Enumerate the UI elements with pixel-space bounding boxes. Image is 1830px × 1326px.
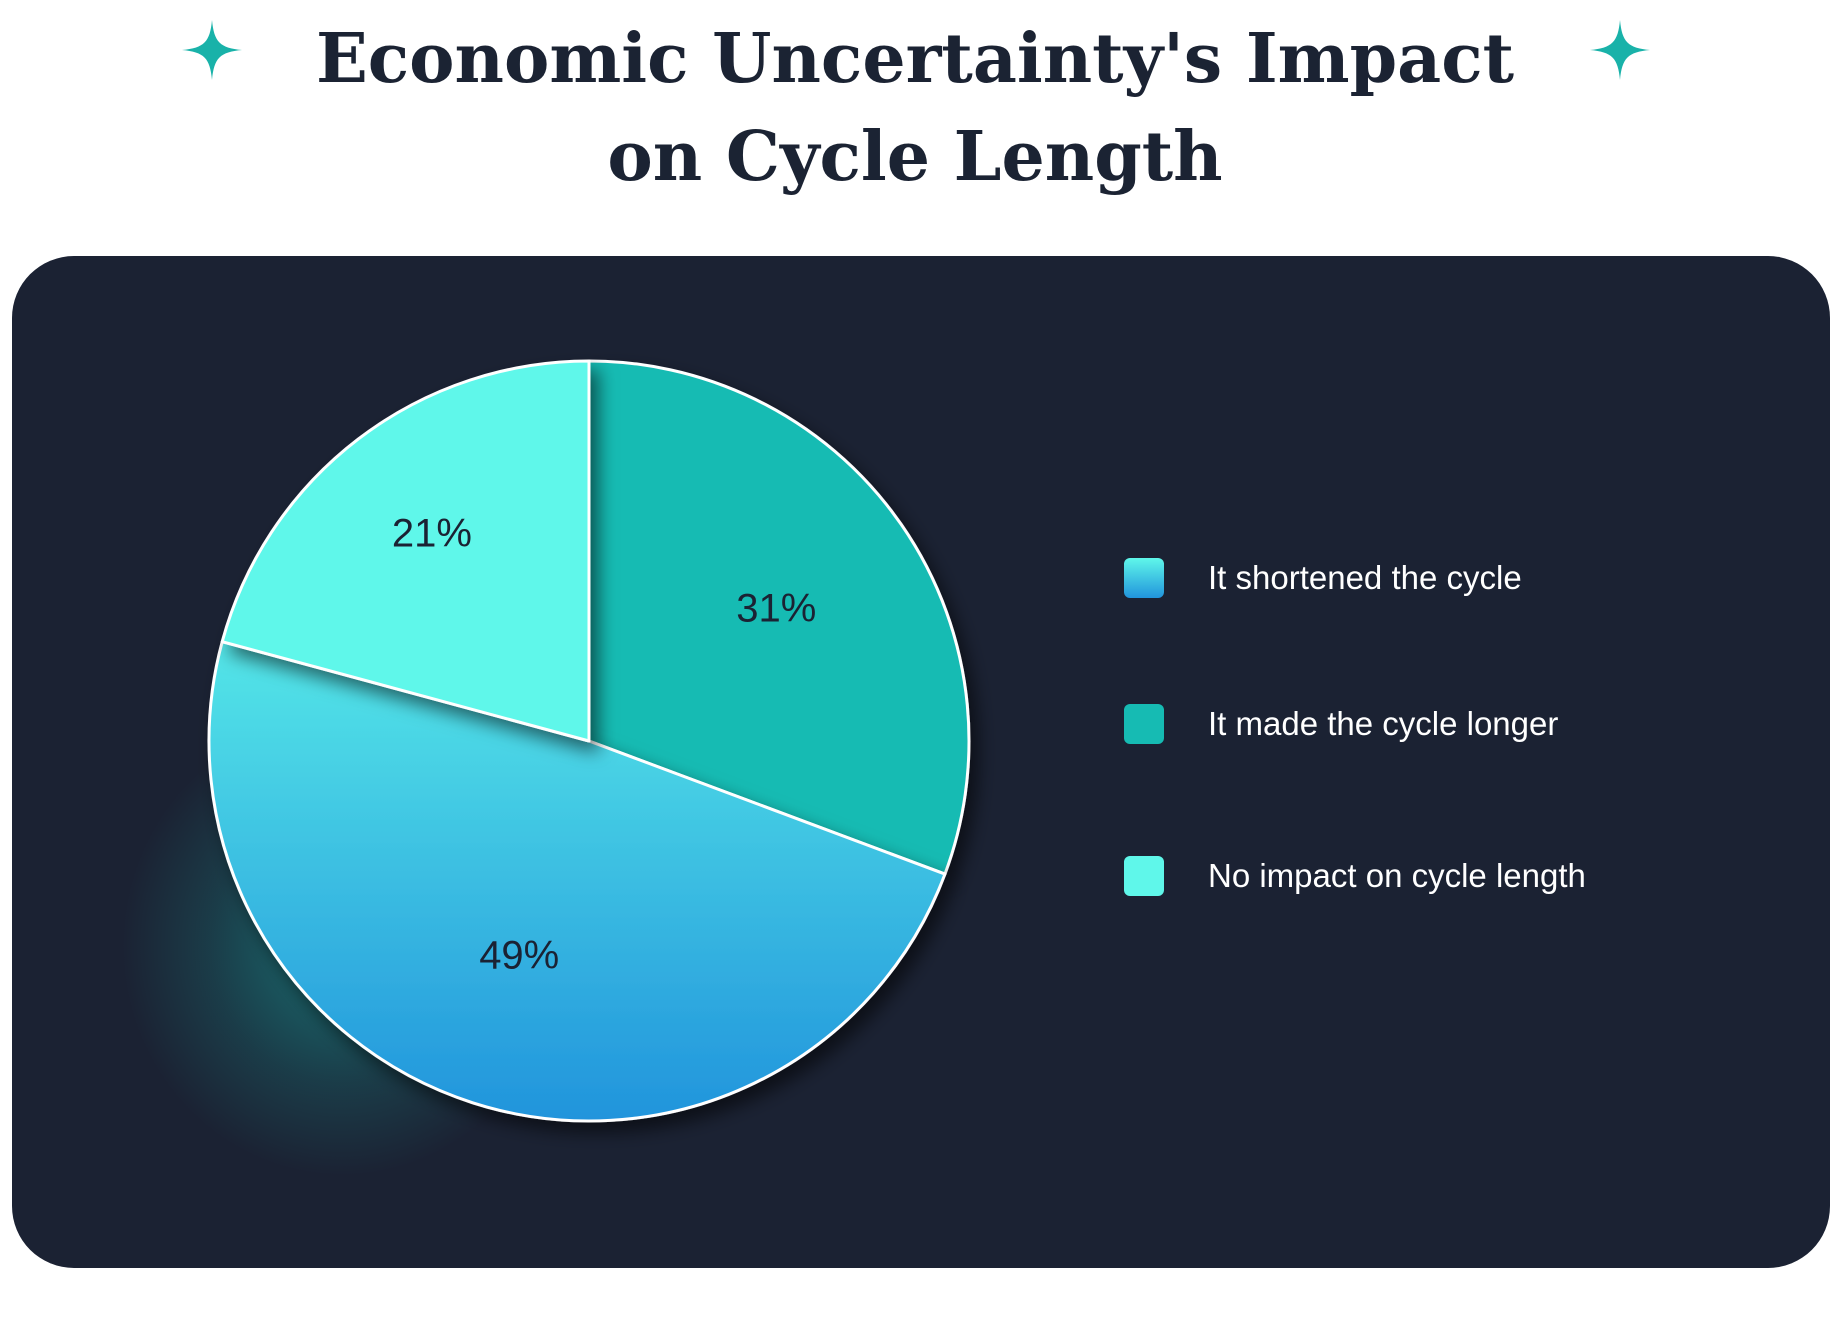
legend-swatch (1124, 558, 1164, 598)
chart-panel: 31% 49% 21% It shortened the cycle It made… (12, 256, 1830, 1268)
pie-slice (587, 359, 971, 876)
pie-slices (207, 359, 971, 1123)
chart-title: Economic Uncertainty's Impact on Cycle L… (315, 19, 1515, 197)
legend-label: No impact on cycle length (1208, 857, 1586, 894)
pie-slice-labels: 31% 49% 21% (392, 511, 816, 977)
legend-label: It shortened the cycle (1208, 559, 1522, 596)
sparkle-icon (1590, 20, 1650, 80)
legend-item: It shortened the cycle (1124, 556, 1684, 600)
legend-swatch (1124, 704, 1164, 744)
title-area: Economic Uncertainty's Impact on Cycle L… (0, 0, 1830, 220)
pie-chart: 31% 49% 21% (122, 359, 971, 1176)
sparkle-icon (182, 20, 242, 80)
legend-swatch (1124, 856, 1164, 896)
slice-value-label: 21% (392, 511, 472, 555)
legend-item: It made the cycle longer (1124, 702, 1684, 746)
pie-slice (207, 640, 947, 1123)
slice-value-label: 31% (736, 587, 816, 631)
legend-item: No impact on cycle length (1124, 854, 1684, 898)
pie-slice (220, 359, 591, 743)
legend-label: It made the cycle longer (1208, 705, 1559, 742)
slice-value-label: 49% (479, 934, 559, 978)
